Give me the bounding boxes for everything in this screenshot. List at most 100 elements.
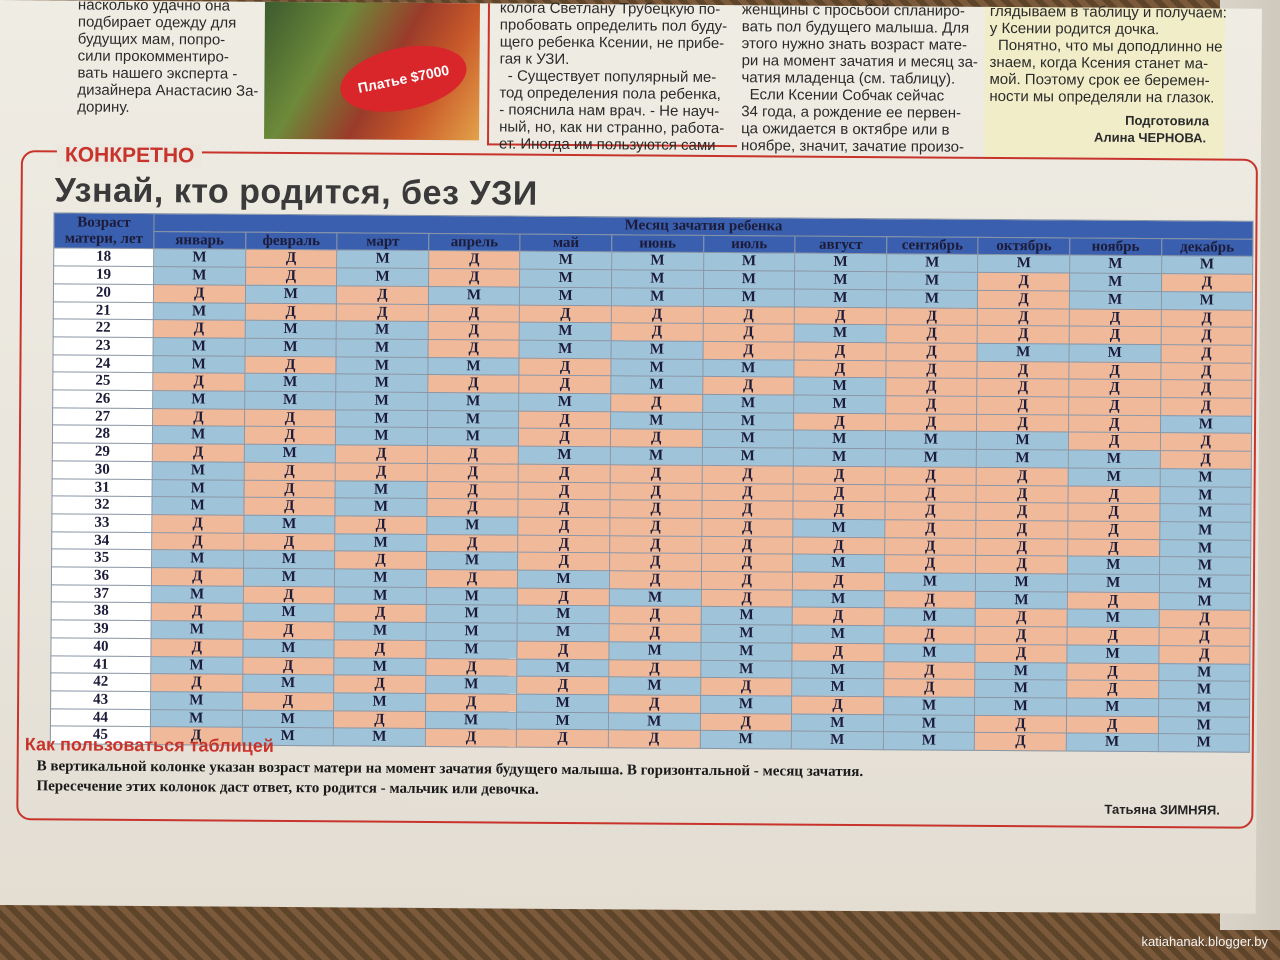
article-line: пробовать определить пол буду- — [499, 16, 728, 36]
gender-cell: М — [519, 286, 612, 306]
gender-cell: М — [151, 620, 243, 640]
gender-cell: М — [700, 606, 793, 626]
gender-cell: М — [700, 659, 793, 679]
gender-cell: Д — [336, 285, 429, 305]
gender-cell: М — [794, 271, 887, 290]
gender-cell: Д — [886, 307, 978, 326]
gender-cell: М — [791, 660, 884, 679]
gender-cell: М — [608, 677, 701, 696]
gender-cell: Д — [976, 396, 1069, 415]
gender-cell: Д — [885, 378, 978, 397]
gender-cell: Д — [977, 307, 1070, 327]
watermark: katiahanak.blogger.by — [1141, 934, 1268, 949]
gender-cell: М — [1158, 698, 1250, 717]
gender-cell: М — [519, 269, 612, 288]
gender-cell: М — [794, 324, 887, 343]
gender-cell: М — [611, 252, 704, 271]
credit-label: Подготовила — [1125, 112, 1210, 129]
gender-cell: М — [425, 604, 518, 624]
newspaper-page: насколько удачно она подбирает одежду для… — [0, 0, 1262, 914]
article-line: вать нашего эксперта - — [77, 64, 238, 83]
section-kicker: КОНКРЕТНО — [56, 143, 203, 169]
age-cell: 23 — [53, 336, 154, 356]
age-cell: 38 — [51, 602, 152, 621]
gender-cell: Д — [1159, 433, 1252, 452]
age-cell: 31 — [52, 478, 153, 497]
gender-cell: Д — [1068, 432, 1161, 451]
gender-cell: Д — [884, 466, 977, 485]
gender-cell: Д — [977, 325, 1070, 344]
gender-cell: Д — [976, 467, 1069, 486]
article-line: знаем, когда Ксения станет ма- — [989, 53, 1209, 73]
gender-cell: Д — [975, 555, 1068, 575]
age-cell: 27 — [52, 407, 153, 427]
age-cell: 35 — [51, 549, 152, 568]
gender-cell: М — [791, 678, 884, 697]
gender-cell: Д — [425, 693, 518, 712]
age-cell: 18 — [53, 248, 154, 267]
gender-cell: М — [243, 568, 335, 587]
gender-cell: Д — [885, 360, 978, 379]
gender-cell: М — [883, 696, 975, 716]
article-line: вать пол будущего малыша. Для — [741, 18, 970, 37]
gender-cell: Д — [516, 729, 609, 748]
article-line: будущих мам, попро- — [77, 30, 226, 49]
gender-cell: М — [1158, 592, 1251, 611]
gender-cell: М — [242, 639, 335, 658]
gender-cell: Д — [794, 359, 886, 379]
gender-cell: Д — [1068, 379, 1161, 398]
gender-cell: Д — [702, 323, 795, 342]
gender-cell: М — [519, 393, 611, 412]
gender-cell: М — [609, 588, 701, 607]
page-title: Узнай, кто родится, без УЗИ — [54, 171, 538, 213]
month-header: июль — [703, 235, 796, 254]
gender-cell: М — [1067, 609, 1159, 628]
gender-cell: Д — [334, 639, 426, 659]
gender-cell: Д — [1161, 273, 1253, 293]
article-line: - Существует популярный ме- — [499, 67, 717, 87]
gender-cell: Д — [609, 623, 701, 643]
gender-cell: М — [426, 516, 519, 535]
gender-cell: Д — [700, 571, 793, 590]
gender-cell: М — [1158, 574, 1251, 594]
gender-cell: Д — [428, 250, 521, 270]
gender-cell: М — [153, 337, 245, 356]
gender-cell: Д — [428, 268, 521, 287]
gender-cell: Д — [610, 429, 703, 448]
gender-cell: М — [150, 656, 243, 675]
gender-cell: М — [425, 640, 518, 659]
gender-cell: М — [611, 269, 704, 289]
gender-cell: Д — [152, 408, 245, 427]
gender-cell: Д — [1069, 326, 1161, 345]
gender-cell: М — [611, 287, 704, 306]
gender-cell: Д — [701, 482, 794, 502]
gender-cell: М — [608, 712, 701, 731]
gender-cell: Д — [518, 463, 611, 483]
gender-cell: Д — [608, 694, 701, 714]
gender-cell: М — [791, 731, 884, 750]
gender-cell: Д — [518, 410, 611, 430]
gender-cell: Д — [793, 412, 886, 432]
gender-cell: Д — [518, 534, 610, 554]
gender-cell: Д — [884, 537, 977, 556]
gender-cell: Д — [883, 678, 976, 698]
gender-cell: Д — [153, 284, 246, 303]
age-cell: 32 — [51, 496, 153, 515]
article-line: ет. Иногда им пользуются сами — [498, 135, 716, 154]
gender-cell: М — [1159, 539, 1251, 558]
gender-cell: М — [1066, 733, 1158, 752]
gender-cell: Д — [976, 502, 1068, 521]
gender-cell: Д — [151, 532, 244, 551]
age-cell: 30 — [52, 460, 153, 480]
gender-cell: М — [977, 343, 1070, 362]
gender-cell: Д — [975, 644, 1067, 663]
gender-cell: М — [520, 251, 612, 270]
age-column-header: Возраст матери, лет — [53, 212, 155, 249]
age-cell: 37 — [51, 584, 152, 604]
gender-cell: Д — [609, 517, 702, 537]
article-line: дизайнера Анастасию За- — [77, 81, 259, 100]
article-column-4: глядываем в таблицу и получаем: у Ксении … — [989, 3, 1227, 107]
gender-cell: Д — [611, 305, 703, 324]
article-line: Если Ксении Собчак сейчас — [741, 86, 945, 105]
gender-cell: Д — [243, 479, 336, 499]
